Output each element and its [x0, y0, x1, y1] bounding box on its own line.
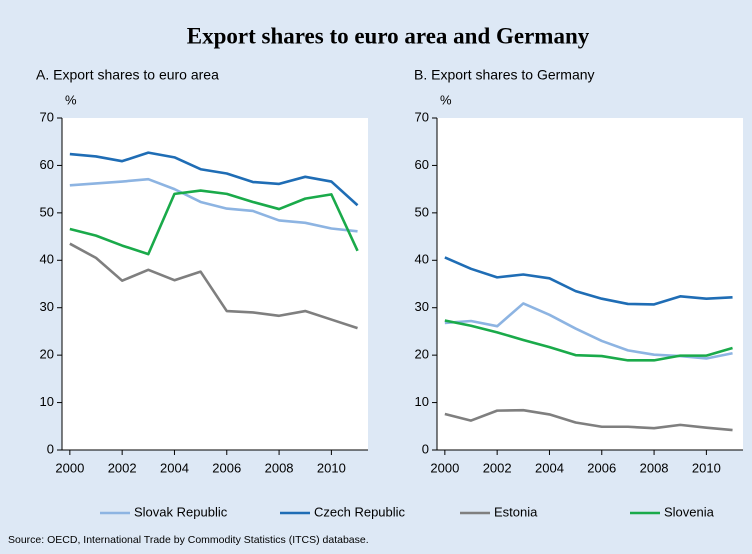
- y-tick-label: 0: [47, 441, 54, 456]
- series-line: [444, 319, 733, 362]
- x-tick-label: 2010: [317, 460, 346, 475]
- y-tick-label: 50: [415, 204, 429, 219]
- legend-label: Slovenia: [664, 504, 715, 519]
- x-tick-label: 2008: [640, 460, 669, 475]
- x-tick-label: 2000: [430, 460, 459, 475]
- legend-label: Estonia: [494, 504, 538, 519]
- y-tick-label: 60: [40, 157, 54, 172]
- series-line: [69, 151, 359, 207]
- x-tick-label: 2004: [535, 460, 564, 475]
- source-note: Source: OECD, International Trade by Com…: [8, 534, 369, 546]
- panel-title: A. Export shares to euro area: [36, 67, 219, 83]
- x-tick-label: 2000: [55, 460, 84, 475]
- y-tick-label: 70: [415, 109, 429, 124]
- series-line: [444, 408, 733, 432]
- y-tick-label: 40: [40, 252, 54, 267]
- panel-title: B. Export shares to Germany: [414, 67, 595, 83]
- y-tick-label: 50: [40, 204, 54, 219]
- y-tick-label: 0: [422, 441, 429, 456]
- y-tick-label: 20: [415, 347, 429, 362]
- x-tick-label: 2006: [212, 460, 241, 475]
- figure-title: Export shares to euro area and Germany: [187, 23, 590, 48]
- x-tick-label: 2004: [160, 460, 189, 475]
- y-axis-unit: %: [440, 92, 452, 107]
- plot-area: [62, 118, 368, 450]
- x-tick-label: 2010: [692, 460, 721, 475]
- legend-label: Czech Republic: [314, 504, 406, 519]
- series-line: [69, 177, 358, 233]
- y-tick-label: 10: [40, 394, 54, 409]
- y-tick-label: 30: [40, 299, 54, 314]
- y-tick-label: 40: [415, 252, 429, 267]
- legend-label: Slovak Republic: [134, 504, 228, 519]
- y-tick-label: 70: [40, 109, 54, 124]
- y-tick-label: 30: [415, 299, 429, 314]
- series-line: [444, 256, 733, 306]
- y-axis-unit: %: [65, 92, 77, 107]
- series-line: [69, 242, 358, 330]
- x-tick-label: 2002: [483, 460, 512, 475]
- plot-area: [437, 118, 743, 450]
- y-tick-label: 10: [415, 394, 429, 409]
- x-tick-label: 2008: [265, 460, 294, 475]
- series-line: [69, 189, 359, 256]
- x-tick-label: 2006: [587, 460, 616, 475]
- x-tick-label: 2002: [108, 460, 137, 475]
- y-tick-label: 20: [40, 347, 54, 362]
- y-tick-label: 60: [415, 157, 429, 172]
